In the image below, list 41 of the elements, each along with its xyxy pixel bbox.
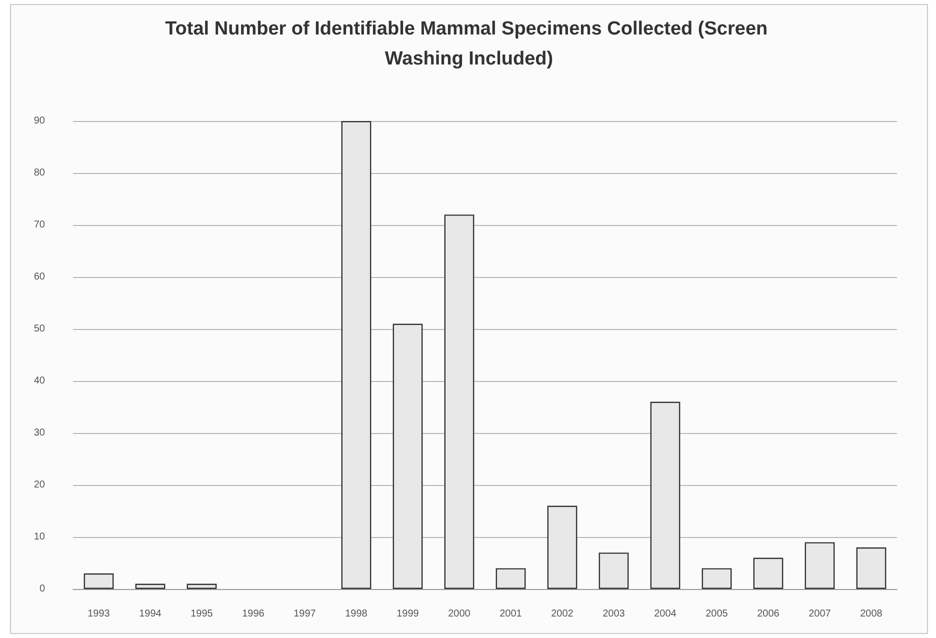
- bar: [392, 324, 423, 589]
- x-tick-label: 1995: [190, 608, 214, 620]
- x-tick-label: 1999: [396, 608, 420, 620]
- y-tick-label: 30: [34, 428, 46, 438]
- x-tick-label: 2004: [654, 608, 677, 620]
- x-tick-label: 1997: [294, 608, 316, 620]
- bar: [753, 558, 784, 589]
- x-tick-label: 1996: [242, 608, 265, 620]
- x-tick-label: 1998: [345, 608, 368, 620]
- bar: [496, 568, 526, 589]
- bar: [341, 121, 372, 589]
- bar: [650, 402, 680, 589]
- x-tick-label: 2008: [860, 608, 883, 620]
- bar: [135, 584, 166, 589]
- y-tick-label: 10: [34, 532, 46, 542]
- x-tick-label: 2000: [448, 608, 471, 620]
- y-tick-label: 80: [34, 168, 46, 178]
- y-tick-label: 0: [39, 584, 46, 594]
- chart-title: Total Number of Identifiable Mammal Specimens Collected (Screen Washing Included): [165, 18, 773, 70]
- y-tick-label: 90: [34, 116, 46, 126]
- x-tick-label: 2001: [500, 608, 522, 620]
- bar: [84, 573, 114, 589]
- bar: [856, 547, 886, 589]
- bar: [598, 552, 629, 589]
- x-tick-label: 2002: [551, 608, 574, 620]
- bar: [444, 214, 474, 589]
- x-tick-label: 2005: [706, 608, 728, 620]
- x-tick-label: 2006: [757, 608, 780, 620]
- bar: [186, 584, 217, 589]
- y-tick-label: 60: [34, 272, 46, 282]
- y-tick-label: 40: [34, 376, 46, 386]
- bar: [702, 568, 732, 589]
- bar: [547, 506, 578, 589]
- y-tick-label: 50: [34, 324, 46, 334]
- y-tick-label: 70: [34, 220, 46, 230]
- x-tick-label: 1994: [139, 608, 162, 620]
- x-tick-label: 2003: [602, 608, 626, 620]
- x-tick-label: 1993: [88, 608, 110, 620]
- x-tick-label: 2007: [808, 608, 832, 620]
- y-tick-label: 20: [34, 480, 46, 490]
- bar: [804, 542, 835, 589]
